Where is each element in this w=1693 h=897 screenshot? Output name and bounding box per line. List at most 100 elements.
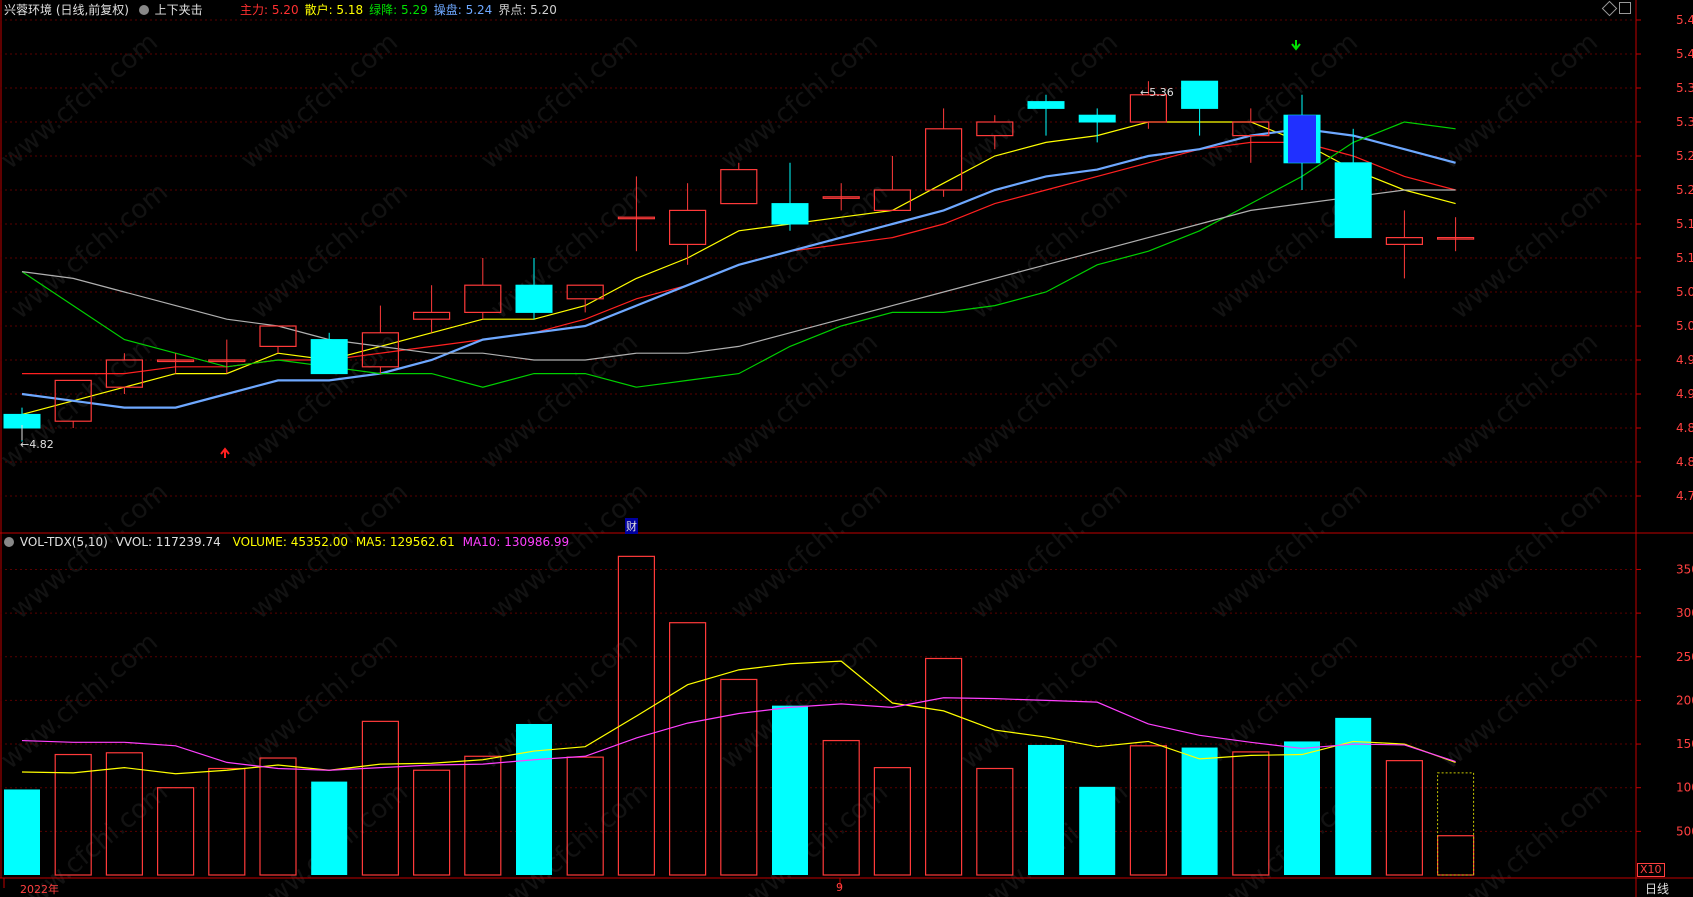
candle-highlight bbox=[1288, 115, 1316, 163]
volume-tick-label: 10000 bbox=[1676, 781, 1693, 795]
candle-body-up bbox=[1436, 237, 1475, 240]
candle bbox=[976, 115, 1014, 150]
vvol-value: VVOL: 117239.74 bbox=[115, 535, 221, 549]
volume-bar-up bbox=[1436, 835, 1475, 876]
candle bbox=[208, 339, 246, 374]
watermark-text: www.cfchi.com bbox=[1435, 627, 1604, 775]
candle-body-up bbox=[464, 284, 502, 314]
candle-body-down bbox=[1334, 162, 1372, 239]
price-tick-label: 5.30 bbox=[1676, 115, 1693, 129]
x10-badge[interactable]: X10 bbox=[1637, 863, 1665, 877]
watermark-text: www.cfchi.com bbox=[1195, 27, 1364, 175]
volume-bar-up bbox=[157, 787, 195, 876]
candle bbox=[1027, 94, 1065, 136]
vol-indicator-name[interactable]: VOL-TDX(5,10) bbox=[19, 535, 108, 549]
candle bbox=[822, 183, 860, 211]
candle-body-down bbox=[771, 203, 809, 225]
indicator-4: 界点: 5.20 bbox=[498, 3, 557, 17]
candle bbox=[1385, 210, 1424, 279]
volume-bar-up bbox=[54, 753, 92, 876]
volume-bar-down bbox=[1284, 741, 1320, 875]
finance-marker[interactable]: 财 bbox=[625, 518, 638, 534]
watermark-text: www.cfchi.com bbox=[5, 177, 174, 325]
toggle-icon[interactable] bbox=[138, 5, 149, 15]
watermark-text: www.cfchi.com bbox=[485, 477, 654, 625]
volume-bar-up bbox=[413, 769, 451, 876]
watermark-text: www.cfchi.com bbox=[1445, 177, 1614, 325]
volume-tick-label: 15000 bbox=[1676, 737, 1693, 751]
candle bbox=[413, 285, 451, 333]
watermark-text: www.cfchi.com bbox=[725, 777, 894, 897]
stock-title[interactable]: 兴蓉环境 (日线,前复权) bbox=[4, 3, 129, 17]
price-tick-label: 4.90 bbox=[1676, 387, 1693, 401]
watermark-text: www.cfchi.com bbox=[235, 627, 404, 775]
price-tick-label: 4.75 bbox=[1676, 489, 1693, 503]
volume-bar-up bbox=[208, 767, 246, 876]
watermark-text: www.cfchi.com bbox=[1195, 327, 1364, 475]
candle-body-up bbox=[924, 128, 963, 191]
candle bbox=[105, 353, 144, 394]
month-axis-label: 9 bbox=[836, 881, 843, 894]
volume-bar-up bbox=[259, 757, 297, 876]
candle-body-down bbox=[1027, 101, 1065, 109]
candle bbox=[1129, 81, 1168, 129]
watermark-text: www.cfchi.com bbox=[965, 177, 1134, 325]
volume-bar-down bbox=[516, 723, 552, 875]
volume-bar-up bbox=[566, 756, 604, 876]
volume-bar-up bbox=[924, 657, 963, 876]
candle-body-up bbox=[1129, 94, 1168, 123]
volume-value: VOLUME: 45352.00 bbox=[232, 535, 348, 549]
candle-body-up bbox=[1232, 121, 1270, 137]
low-price-label: ←4.82 bbox=[20, 438, 54, 451]
indicator-0: 主力: 5.20 bbox=[240, 3, 299, 17]
candle bbox=[310, 332, 348, 375]
price-ma-lines bbox=[21, 121, 1456, 415]
price-tick-label: 4.85 bbox=[1676, 421, 1693, 435]
candle bbox=[54, 379, 92, 428]
candles-layer bbox=[3, 80, 1475, 442]
volume-bar-down bbox=[4, 789, 40, 875]
candle bbox=[720, 162, 758, 205]
volume-bar-up bbox=[1232, 751, 1270, 876]
volume-bar-up bbox=[668, 622, 707, 876]
ma-line-散户 bbox=[21, 121, 1456, 415]
candle-body-up bbox=[208, 359, 246, 363]
volume-bar-up bbox=[822, 739, 860, 876]
candle-body-up bbox=[566, 284, 604, 300]
candle-body-up bbox=[822, 196, 860, 199]
watermark-text: www.cfchi.com bbox=[715, 327, 884, 475]
price-tick-label: 5.10 bbox=[1676, 251, 1693, 265]
ma-line-绿降 bbox=[21, 121, 1456, 388]
watermark-text: www.cfchi.com bbox=[485, 777, 654, 897]
volume-bar-up bbox=[617, 555, 656, 876]
candle-body-up bbox=[413, 311, 451, 320]
chart-header: 兴蓉环境 (日线,前复权) 上下夹击 bbox=[4, 1, 203, 18]
indicator-name[interactable]: 上下夹击 bbox=[154, 3, 203, 17]
volume-bar-up bbox=[1385, 760, 1424, 876]
price-tick-label: 5.00 bbox=[1676, 319, 1693, 333]
volume-ma-lines bbox=[21, 660, 1456, 775]
volume-tick-label: 30000 bbox=[1676, 606, 1693, 620]
candle bbox=[361, 305, 399, 374]
period-label[interactable]: 日线 bbox=[1645, 882, 1670, 896]
candle bbox=[668, 183, 707, 265]
vol-toggle-icon[interactable] bbox=[4, 537, 14, 547]
candle bbox=[566, 284, 604, 313]
watermark-text: www.cfchi.com bbox=[475, 327, 644, 475]
volume-bar-up bbox=[873, 767, 912, 876]
indicator-2: 绿降: 5.29 bbox=[369, 3, 428, 17]
volume-bar-down bbox=[1079, 786, 1116, 875]
candle bbox=[617, 176, 656, 252]
candle-body-up bbox=[259, 325, 297, 347]
volume-bar-up bbox=[361, 720, 399, 876]
candle bbox=[1436, 217, 1475, 252]
panel-toggle-icon[interactable] bbox=[1619, 2, 1631, 14]
price-tick-label: 4.80 bbox=[1676, 455, 1693, 469]
candle bbox=[259, 325, 297, 354]
indicator-values: 主力: 5.20 散户: 5.18 绿降: 5.29 操盘: 5.24 界点: 5.20 bbox=[240, 1, 563, 18]
watermark-text: www.cfchi.com bbox=[1445, 777, 1614, 897]
watermark-text: www.cfchi.com bbox=[0, 27, 164, 175]
price-tick-label: 5.20 bbox=[1676, 183, 1693, 197]
candle-body-up bbox=[873, 189, 912, 211]
